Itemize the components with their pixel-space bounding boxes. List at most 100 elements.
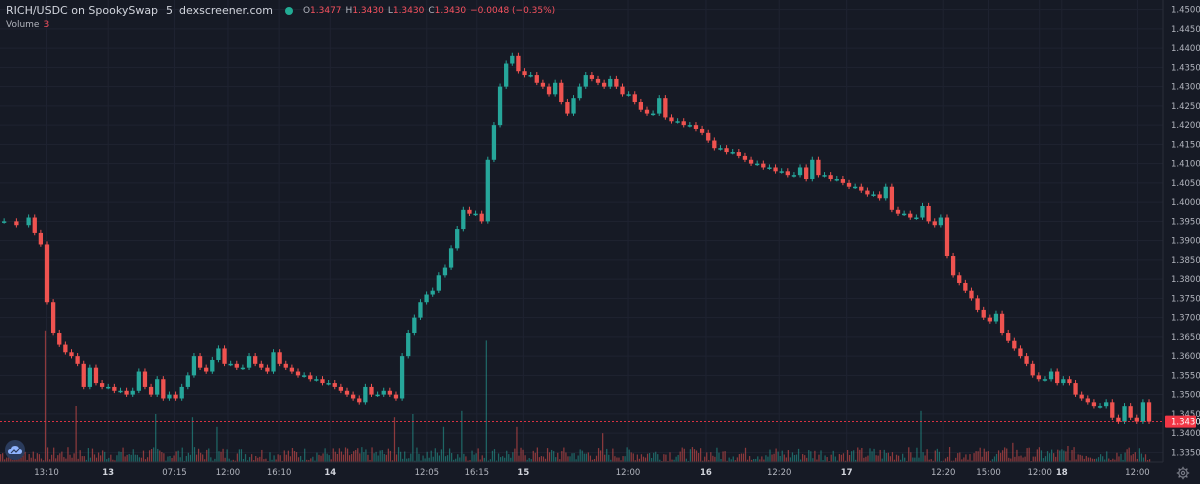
volume-bar xyxy=(851,451,853,462)
volume-bar xyxy=(983,448,985,462)
x-tick-label: 12:00 xyxy=(1125,468,1150,478)
candle xyxy=(736,152,741,156)
volume-bar xyxy=(173,455,175,462)
volume-bar xyxy=(1148,459,1151,462)
volume-bar xyxy=(569,456,571,462)
volume-bar xyxy=(432,456,434,462)
candle xyxy=(901,213,907,216)
volume-bar xyxy=(336,454,338,462)
volume-bar xyxy=(483,457,485,462)
volume-bar xyxy=(383,453,385,462)
candle xyxy=(595,78,601,83)
volume-bar xyxy=(651,457,653,462)
candle xyxy=(99,383,105,387)
volume-bar xyxy=(506,450,508,462)
volume-bar xyxy=(48,459,51,462)
high-key: H xyxy=(345,5,353,16)
volume-bar xyxy=(751,459,753,462)
candle xyxy=(797,167,803,176)
candle xyxy=(1006,333,1011,341)
volume-bar xyxy=(732,456,734,462)
volume-bar xyxy=(912,457,914,462)
candle xyxy=(271,352,276,372)
volume-bar xyxy=(624,456,626,462)
volume-bar xyxy=(695,450,698,462)
candle xyxy=(2,221,7,223)
volume-bar xyxy=(610,459,612,462)
volume-bar xyxy=(151,448,153,462)
volume-bar xyxy=(995,453,998,462)
candle xyxy=(1110,402,1115,418)
candle xyxy=(1085,398,1090,403)
candle xyxy=(779,171,784,173)
volume-bar xyxy=(146,457,149,462)
volume-bar xyxy=(155,414,157,462)
candle xyxy=(706,132,711,141)
volume-bar xyxy=(465,456,467,462)
candle xyxy=(675,121,680,123)
volume-bar xyxy=(338,448,341,462)
volume-bar xyxy=(130,454,132,462)
volume-bar xyxy=(55,458,57,462)
volume-bar xyxy=(634,460,636,462)
volume-bar xyxy=(877,455,879,462)
candle xyxy=(1104,402,1109,407)
candle xyxy=(228,363,233,366)
volume-bar xyxy=(961,459,963,462)
candle xyxy=(448,248,454,268)
volume-bar xyxy=(99,455,102,462)
candle xyxy=(969,290,974,299)
volume-bar xyxy=(485,340,487,462)
volume-bar xyxy=(406,458,408,462)
volume-bar xyxy=(848,454,851,462)
volume-bar xyxy=(1004,447,1006,462)
y-tick-label: 1.3950 xyxy=(1171,217,1200,227)
candle xyxy=(920,205,925,218)
volume-bar xyxy=(128,454,130,462)
candle xyxy=(69,352,74,357)
volume-bar xyxy=(965,454,967,462)
volume-bar xyxy=(746,459,749,462)
volume-bar xyxy=(1016,449,1018,462)
volume-bar xyxy=(312,456,314,462)
volume-bar xyxy=(659,459,661,462)
candle xyxy=(883,186,888,199)
candle xyxy=(216,348,221,360)
volume-bar xyxy=(328,455,330,462)
volume-bar xyxy=(710,452,712,462)
volume-bar xyxy=(740,453,743,462)
time-axis[interactable] xyxy=(0,462,1163,480)
volume-bar xyxy=(1010,458,1012,462)
volume-bar xyxy=(26,459,28,462)
volume-legend: Volume 3 xyxy=(6,20,49,30)
volume-bar xyxy=(351,454,353,462)
candle xyxy=(663,98,668,118)
volume-bar xyxy=(953,460,955,462)
candle xyxy=(583,75,588,87)
candle xyxy=(234,363,239,368)
price-axis[interactable] xyxy=(1163,0,1200,480)
y-tick-label: 1.4450 xyxy=(1171,25,1200,35)
interval-label[interactable]: 5 xyxy=(166,4,174,17)
candle xyxy=(424,294,429,303)
volume-bar xyxy=(289,456,292,462)
volume-bar xyxy=(897,455,900,462)
volume-bar xyxy=(826,457,828,462)
x-tick-label: 12:00 xyxy=(216,468,241,478)
candle xyxy=(338,386,344,391)
volume-bar xyxy=(491,450,494,462)
volume-bar xyxy=(95,457,98,462)
volume-bar xyxy=(589,455,592,462)
volume-bar xyxy=(75,406,77,462)
tradingview-cloud-icon[interactable] xyxy=(5,440,25,460)
volume-bar xyxy=(814,450,816,462)
candle xyxy=(461,209,466,230)
volume-bar xyxy=(777,451,779,462)
volume-bar xyxy=(1146,460,1149,462)
volume-bar xyxy=(718,452,720,462)
volume-bar xyxy=(28,454,30,462)
gear-icon[interactable] xyxy=(1176,465,1190,480)
volume-bar xyxy=(430,450,432,462)
